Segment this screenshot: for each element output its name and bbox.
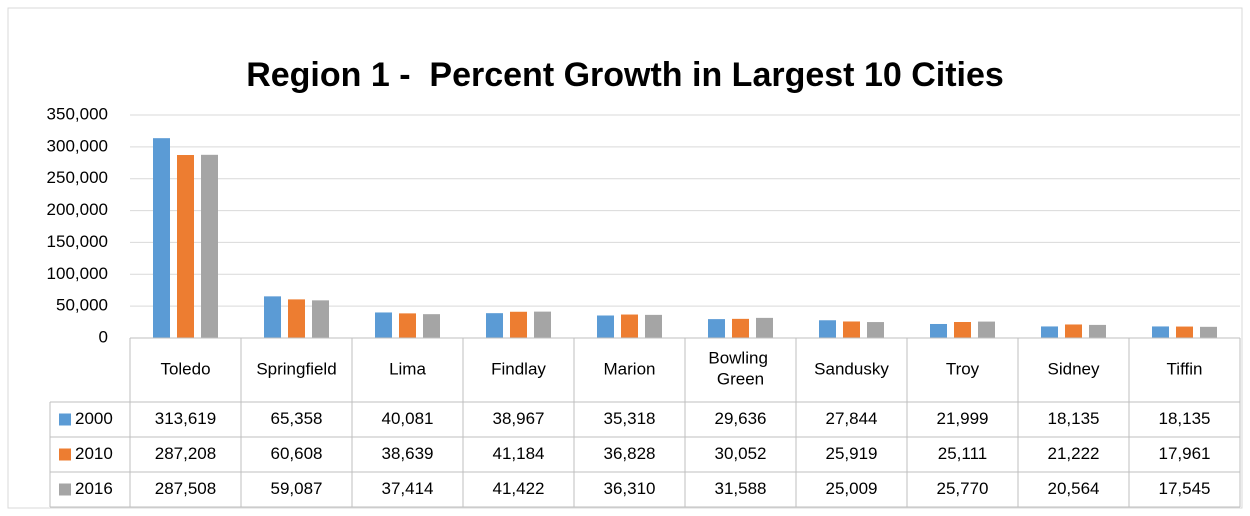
bar bbox=[153, 138, 170, 338]
bar bbox=[177, 155, 194, 338]
x-tick-label: Marion bbox=[604, 359, 656, 378]
data-label: 18,135 bbox=[1048, 409, 1100, 428]
data-label: 36,310 bbox=[604, 479, 656, 498]
data-label: 17,545 bbox=[1159, 479, 1211, 498]
bar bbox=[645, 314, 662, 338]
data-label: 37,414 bbox=[382, 479, 434, 498]
bar bbox=[375, 312, 392, 338]
bar bbox=[819, 320, 836, 338]
bar bbox=[732, 318, 749, 338]
bar bbox=[954, 322, 971, 338]
bar bbox=[1041, 326, 1058, 338]
bar bbox=[756, 317, 773, 338]
data-label: 60,608 bbox=[271, 444, 323, 463]
bar bbox=[597, 315, 614, 338]
x-tick-label: Bowling Green bbox=[708, 349, 772, 389]
bar bbox=[1176, 326, 1193, 338]
bar bbox=[399, 313, 416, 338]
bar bbox=[978, 321, 995, 338]
x-tick-label-line: Green bbox=[717, 370, 764, 389]
legend-swatch bbox=[59, 448, 71, 461]
data-label: 287,508 bbox=[155, 479, 216, 498]
bar bbox=[312, 300, 329, 338]
x-tick-label: Sandusky bbox=[814, 359, 889, 378]
data-label: 21,222 bbox=[1048, 444, 1100, 463]
legend-label: 2016 bbox=[75, 479, 113, 498]
bar bbox=[534, 311, 551, 338]
x-tick-label: Lima bbox=[389, 359, 426, 378]
data-label: 35,318 bbox=[604, 409, 656, 428]
y-tick-label: 100,000 bbox=[47, 264, 108, 283]
data-label: 287,208 bbox=[155, 444, 216, 463]
bar bbox=[1065, 324, 1082, 338]
data-label: 29,636 bbox=[715, 409, 767, 428]
x-tick-label: Tiffin bbox=[1167, 359, 1203, 378]
bar bbox=[1200, 326, 1217, 338]
data-label: 20,564 bbox=[1048, 479, 1100, 498]
y-tick-label: 150,000 bbox=[47, 232, 108, 251]
chart-title: Region 1 - Percent Growth in Largest 10 … bbox=[246, 56, 1004, 94]
y-tick-label: 50,000 bbox=[56, 296, 108, 315]
legend-swatch bbox=[59, 413, 71, 426]
x-tick-label-line: Bowling bbox=[708, 349, 772, 368]
x-tick-label: Toledo bbox=[160, 359, 210, 378]
legend-label: 2000 bbox=[75, 409, 113, 428]
x-tick-label: Springfield bbox=[256, 359, 336, 378]
data-label: 38,967 bbox=[493, 409, 545, 428]
data-label: 27,844 bbox=[826, 409, 878, 428]
data-label: 18,135 bbox=[1159, 409, 1211, 428]
data-label: 17,961 bbox=[1159, 444, 1211, 463]
x-tick-label: Troy bbox=[946, 359, 980, 378]
bar bbox=[843, 321, 860, 338]
y-tick-label: 300,000 bbox=[47, 136, 108, 155]
y-tick-label: 200,000 bbox=[47, 200, 108, 219]
x-tick-label: Sidney bbox=[1048, 359, 1100, 378]
data-label: 31,588 bbox=[715, 479, 767, 498]
bar bbox=[510, 311, 527, 338]
data-label: 25,009 bbox=[826, 479, 878, 498]
data-label: 41,422 bbox=[493, 479, 545, 498]
data-label: 313,619 bbox=[155, 409, 216, 428]
bar bbox=[1152, 326, 1169, 338]
bar bbox=[867, 322, 884, 338]
data-label: 30,052 bbox=[715, 444, 767, 463]
bar bbox=[288, 299, 305, 338]
bar bbox=[423, 314, 440, 338]
data-label: 59,087 bbox=[271, 479, 323, 498]
data-label: 41,184 bbox=[493, 444, 545, 463]
y-tick-label: 350,000 bbox=[47, 104, 108, 123]
legend-label: 2010 bbox=[75, 444, 113, 463]
bar bbox=[930, 323, 947, 338]
x-tick-label: Findlay bbox=[491, 359, 546, 378]
bar bbox=[264, 296, 281, 338]
data-label: 38,639 bbox=[382, 444, 434, 463]
bar bbox=[486, 313, 503, 338]
legend-swatch bbox=[59, 483, 71, 496]
data-label: 25,770 bbox=[937, 479, 989, 498]
y-tick-label: 0 bbox=[99, 327, 108, 346]
bar bbox=[621, 314, 638, 338]
bar bbox=[708, 319, 725, 338]
data-label: 36,828 bbox=[604, 444, 656, 463]
data-label: 25,919 bbox=[826, 444, 878, 463]
bar bbox=[201, 154, 218, 338]
bar bbox=[1089, 324, 1106, 338]
data-label: 65,358 bbox=[271, 409, 323, 428]
y-tick-label: 250,000 bbox=[47, 168, 108, 187]
data-label: 21,999 bbox=[937, 409, 989, 428]
data-label: 25,111 bbox=[938, 444, 987, 463]
data-label: 40,081 bbox=[382, 409, 434, 428]
